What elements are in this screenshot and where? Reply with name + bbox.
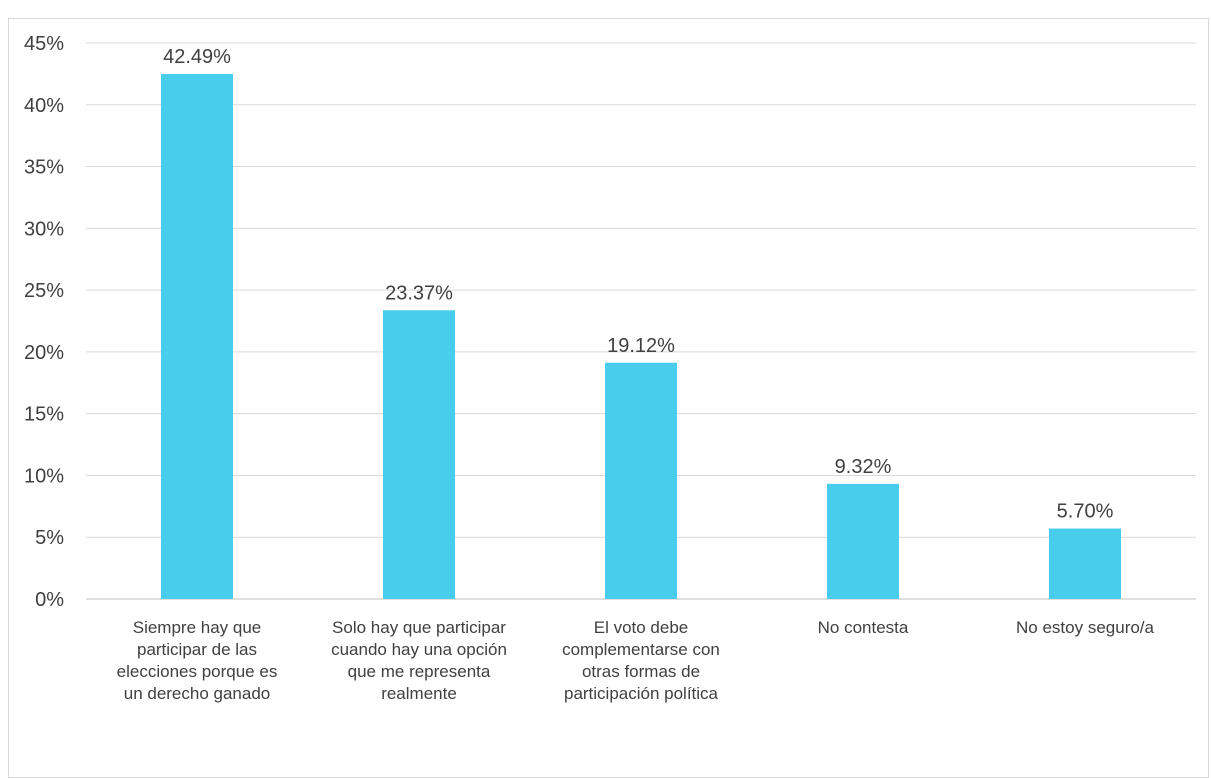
y-axis-ticks: 0% 5% 10% 15% 20% 25% 30% 35% 40% 45%	[24, 33, 64, 611]
category-label: El voto debe complementarse con otras form…	[562, 618, 720, 703]
y-tick-label: 15%	[24, 404, 64, 426]
bar	[1049, 528, 1121, 599]
bars	[161, 74, 1121, 599]
y-tick-label: 10%	[24, 465, 64, 487]
category-labels: Siempre hay que participar de las eleccion…	[117, 618, 1155, 703]
y-tick-label: 25%	[24, 280, 64, 302]
data-label: 9.32%	[835, 456, 892, 478]
category-label-line: otras formas de	[582, 662, 700, 681]
category-label-line: El voto debe	[594, 618, 689, 637]
y-tick-label: 45%	[24, 33, 64, 55]
data-label: 42.49%	[163, 46, 231, 68]
data-label: 23.37%	[385, 282, 453, 304]
category-label-line: Siempre hay que	[133, 618, 262, 637]
category-label: Solo hay que participar cuando hay una op…	[331, 618, 507, 703]
category-label-line: participar de las	[137, 640, 257, 659]
data-labels: 42.49% 23.37% 19.12% 9.32% 5.70%	[163, 46, 1113, 523]
category-label-line: que me representa	[348, 662, 491, 681]
category-label-line: realmente	[381, 684, 457, 703]
category-label: Siempre hay que participar de las eleccion…	[117, 618, 278, 703]
y-tick-label: 0%	[35, 589, 64, 611]
category-label-line: Solo hay que participar	[332, 618, 506, 637]
y-tick-label: 20%	[24, 342, 64, 364]
category-label-line: complementarse con	[562, 640, 720, 659]
bar	[827, 483, 899, 599]
y-tick-label: 40%	[24, 95, 64, 117]
bar	[161, 74, 233, 599]
category-label: No contesta	[818, 618, 909, 637]
category-label-line: participación política	[564, 684, 719, 703]
y-tick-label: 35%	[24, 157, 64, 179]
category-label-line: cuando hay una opción	[331, 640, 507, 659]
data-label: 19.12%	[607, 335, 675, 357]
data-label: 5.70%	[1057, 501, 1114, 523]
category-label: No estoy seguro/a	[1016, 618, 1155, 637]
y-tick-label: 5%	[35, 527, 64, 549]
bar	[605, 362, 677, 599]
category-label-line: un derecho ganado	[124, 684, 271, 703]
gridlines	[86, 42, 1196, 600]
category-label-line: No estoy seguro/a	[1016, 618, 1155, 637]
category-label-line: No contesta	[818, 618, 909, 637]
bar	[383, 310, 455, 599]
y-tick-label: 30%	[24, 218, 64, 240]
category-label-line: elecciones porque es	[117, 662, 278, 681]
